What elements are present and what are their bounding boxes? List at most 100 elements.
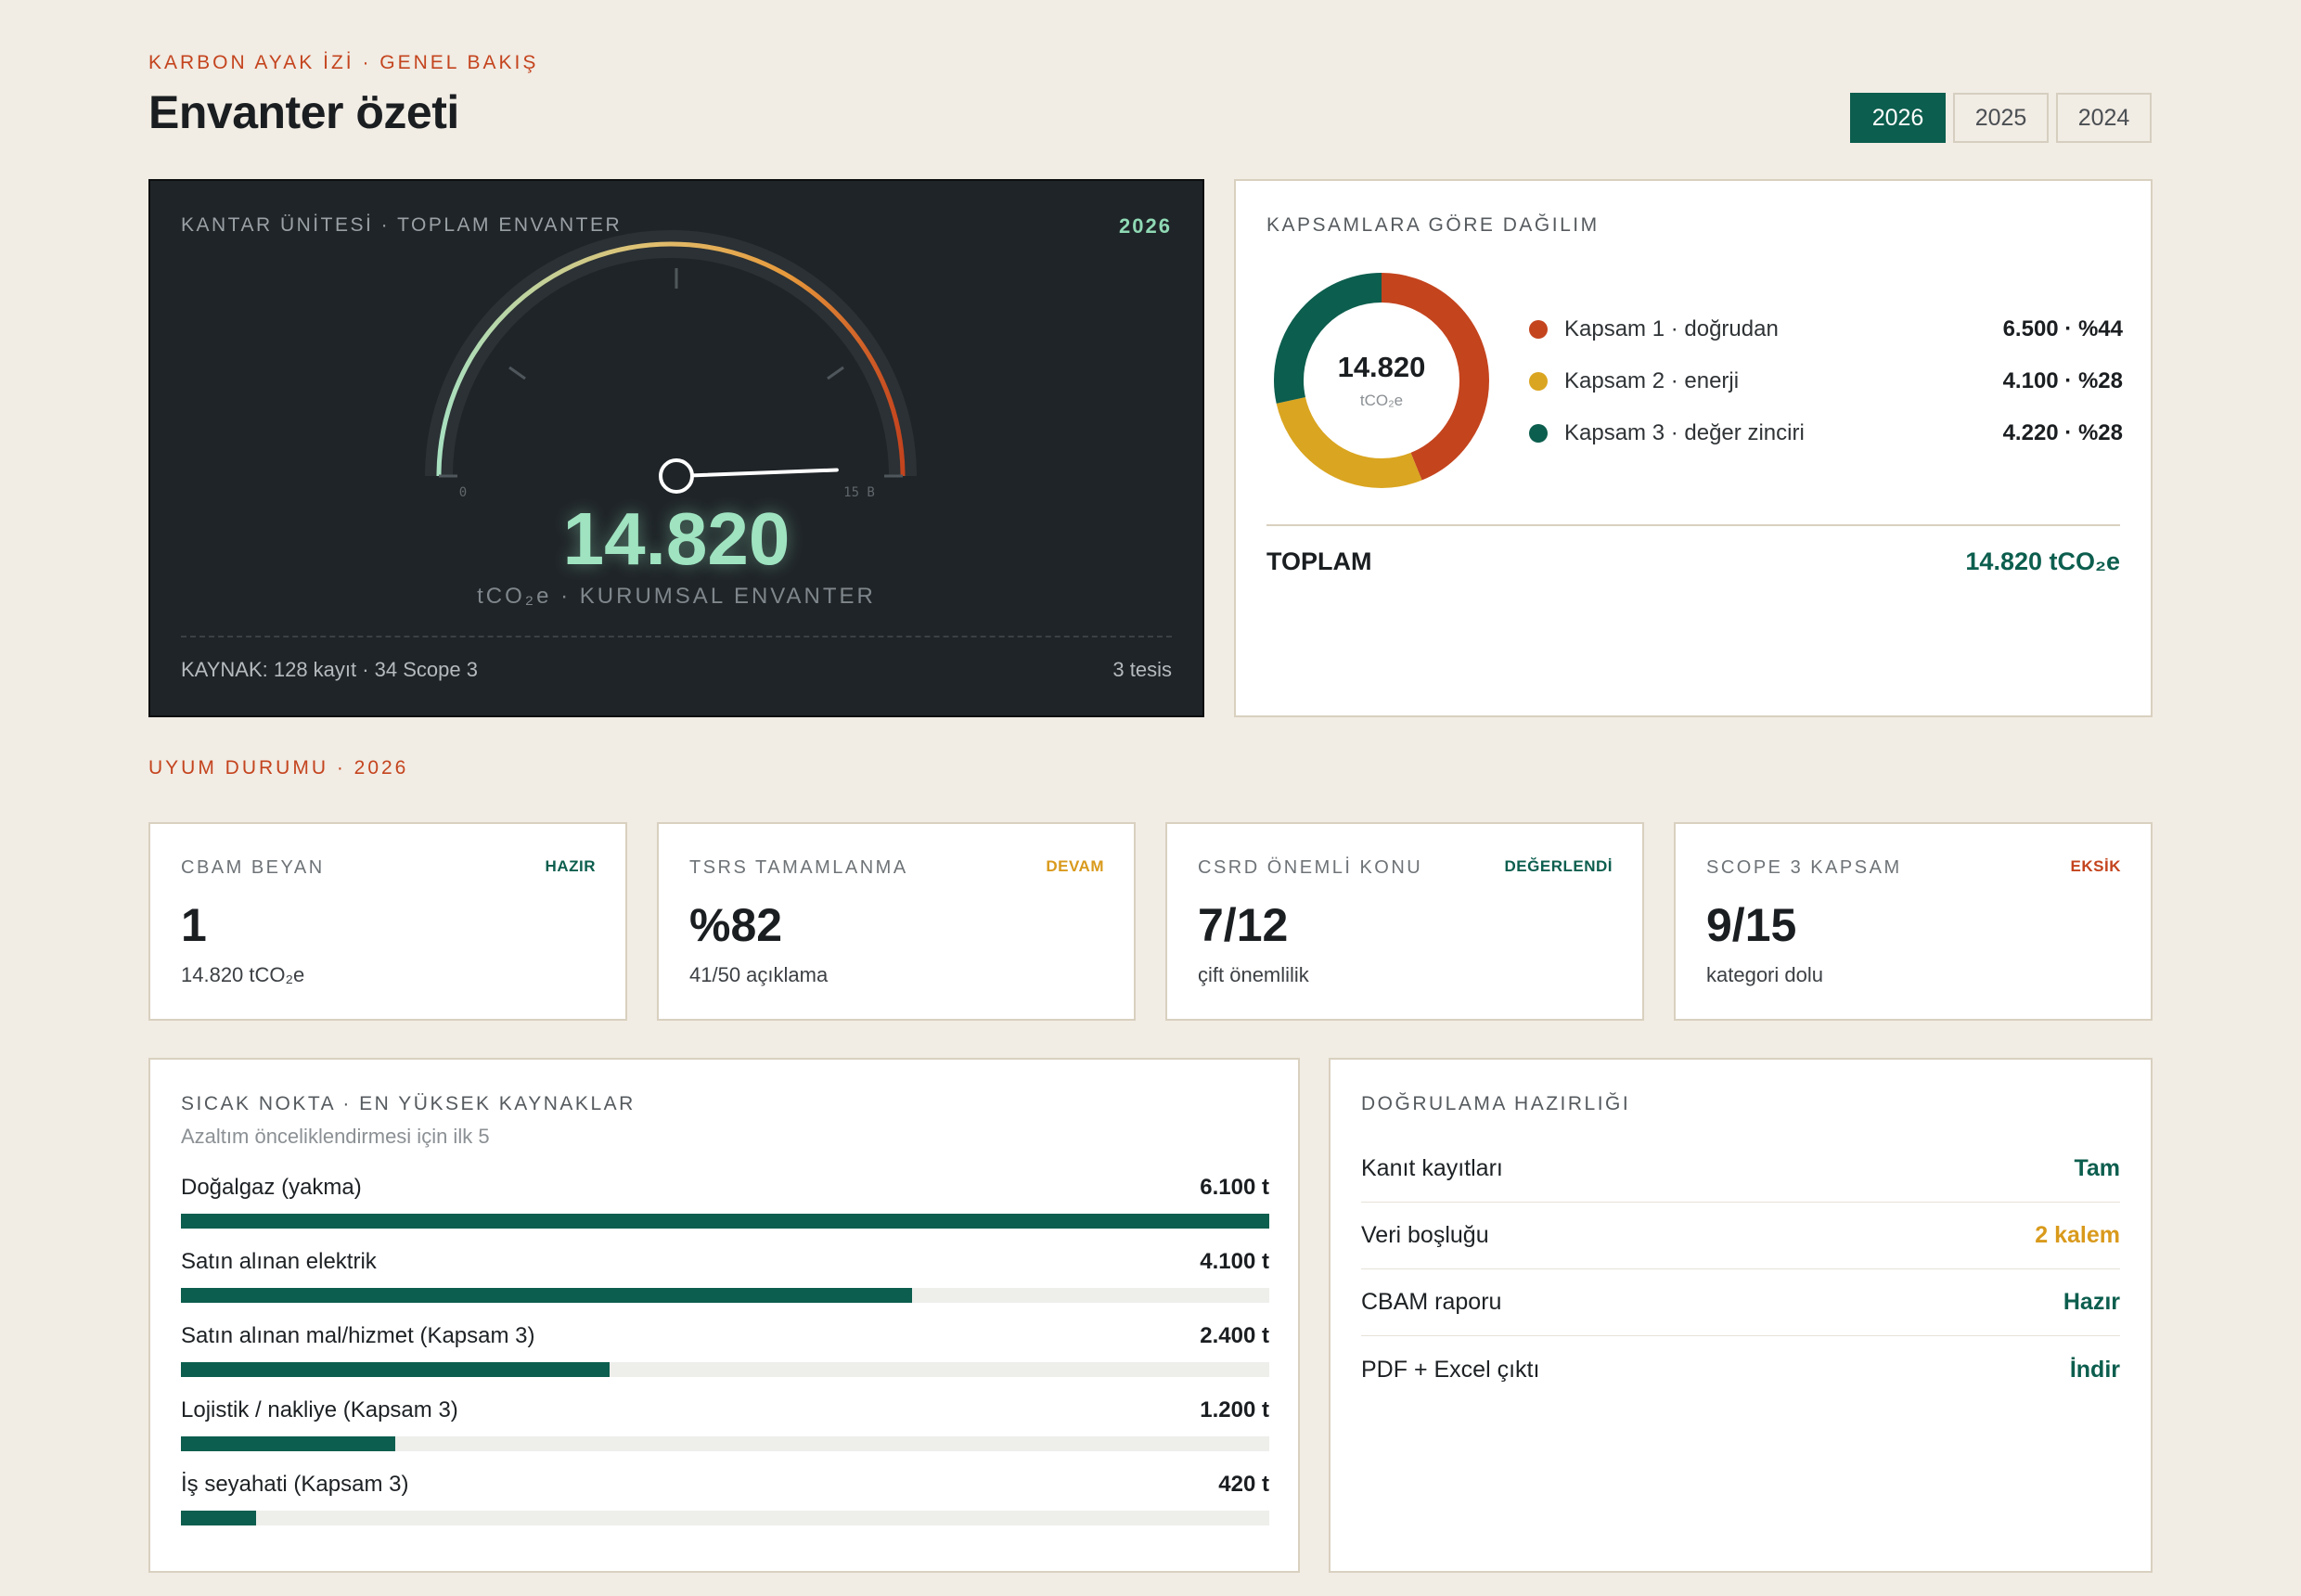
gauge-panel: KANTAR ÜNİTESİ · TOPLAM ENVANTER 2026 0 …: [148, 179, 1204, 717]
gauge-sites: 3 tesis: [1112, 658, 1172, 681]
hotspot-row: Doğalgaz (yakma) 6.100 t: [181, 1175, 1269, 1240]
scope-donut-chart: [1274, 273, 1489, 488]
scope-2-color-dot: [1529, 372, 1548, 391]
donut-center-value: 14.820: [1337, 351, 1426, 383]
hotspot-label: Doğalgaz (yakma): [181, 1175, 362, 1200]
hotspot-row: Satın alınan elektrik 4.100 t: [181, 1249, 1269, 1314]
compliance-card-cbam[interactable]: CBAM BEYAN HAZIR 1 14.820 tCO₂e: [148, 822, 627, 1021]
hotspot-row: İş seyahati (Kapsam 3) 420 t: [181, 1472, 1269, 1537]
scope-distribution-card: KAPSAMLARA GÖRE DAĞILIM 14.820 tCO₂e Kap…: [1234, 179, 2153, 717]
hotspot-value: 1.200 t: [1200, 1397, 1269, 1422]
hotspot-card: SICAK NOKTA · EN YÜKSEK KAYNAKLAR Azaltı…: [148, 1058, 1300, 1573]
tab-year-2024[interactable]: 2024: [2056, 93, 2152, 143]
hotspot-row: Lojistik / nakliye (Kapsam 3) 1.200 t: [181, 1397, 1269, 1462]
gauge-tick-left: [508, 366, 526, 380]
gauge-arc: [436, 241, 906, 477]
download-link[interactable]: İndir: [2069, 1356, 2120, 1383]
gauge-panel-label: KANTAR ÜNİTESİ · TOPLAM ENVANTER: [181, 214, 623, 236]
donut-center-unit: tCO₂e: [1359, 392, 1404, 409]
compliance-card-value: 7/12: [1198, 899, 1289, 951]
compliance-card-value: 9/15: [1706, 899, 1797, 951]
page-eyebrow: KARBON AYAK İZİ · GENEL BAKIŞ: [148, 52, 539, 73]
compliance-card-label: SCOPE 3 KAPSAM: [1706, 857, 1902, 878]
verification-label: Kanıt kayıtları: [1361, 1155, 1503, 1181]
compliance-card-scope3[interactable]: SCOPE 3 KAPSAM EKSİK 9/15 kategori dolu: [1674, 822, 2153, 1021]
status-badge: DEĞERLENDİ: [1504, 857, 1613, 875]
scope-divider: [1266, 524, 2120, 526]
verification-status: Hazır: [2063, 1289, 2120, 1315]
scope-1-color-dot: [1529, 320, 1548, 339]
scope-total-label: TOPLAM: [1266, 547, 1372, 575]
hotspot-bar-track: [181, 1511, 1269, 1525]
status-badge: DEVAM: [1046, 857, 1104, 875]
verification-label: Veri boşluğu: [1361, 1222, 1489, 1248]
gauge-divider: [181, 636, 1172, 637]
compliance-card-value: %82: [689, 899, 783, 951]
verification-row-data-gap: Veri boşluğu 2 kalem: [1361, 1203, 2120, 1269]
scope-total-value: 14.820 tCO₂e: [1965, 547, 2120, 575]
verification-row-evidence: Kanıt kayıtları Tam: [1361, 1136, 2120, 1203]
status-badge: HAZIR: [545, 857, 596, 875]
legend-label: Kapsam 3 · değer zinciri: [1564, 420, 1805, 445]
tab-year-2025[interactable]: 2025: [1953, 93, 2049, 143]
gauge-source: KAYNAK: 128 kayıt · 34 Scope 3: [181, 658, 478, 681]
hotspot-bar-track: [181, 1214, 1269, 1229]
gauge-total-value: 14.820: [562, 497, 791, 580]
compliance-card-csrd[interactable]: CSRD ÖNEMLİ KONU DEĞERLENDİ 7/12 çift ön…: [1165, 822, 1644, 1021]
legend-label: Kapsam 2 · enerji: [1564, 368, 1740, 393]
hotspot-card-label: SICAK NOKTA · EN YÜKSEK KAYNAKLAR: [181, 1093, 636, 1114]
hotspot-value: 4.100 t: [1200, 1249, 1269, 1274]
hotspot-bar-track: [181, 1288, 1269, 1303]
verification-card-label: DOĞRULAMA HAZIRLIĞI: [1361, 1093, 1631, 1114]
gauge-pivot: [659, 458, 694, 494]
verification-status: 2 kalem: [2035, 1222, 2120, 1248]
donut-slice-scope-3: [1274, 273, 1489, 488]
gauge-track: [425, 230, 917, 477]
scope-3-color-dot: [1529, 424, 1548, 443]
compliance-card-sub: çift önemlilik: [1198, 963, 1309, 986]
hotspot-bar: [181, 1511, 256, 1525]
compliance-card-sub: 14.820 tCO₂e: [181, 963, 305, 986]
legend-item-scope-3: Kapsam 3 · değer zinciri 4.220 · %28: [1529, 415, 2123, 452]
hotspot-bar-track: [181, 1436, 1269, 1451]
legend-label: Kapsam 1 · doğrudan: [1564, 316, 1779, 341]
gauge-min-label: 0: [459, 485, 467, 500]
tab-year-2026[interactable]: 2026: [1850, 93, 1946, 143]
hotspot-value: 2.400 t: [1200, 1323, 1269, 1348]
compliance-card-sub: kategori dolu: [1706, 963, 1823, 986]
hotspot-value: 6.100 t: [1200, 1175, 1269, 1200]
gauge-max-label: 15 B: [843, 485, 875, 500]
compliance-card-label: TSRS TAMAMLANMA: [689, 857, 908, 878]
hotspot-value: 420 t: [1218, 1472, 1269, 1497]
gauge-year: 2026: [1119, 214, 1172, 238]
legend-value: 6.500 · %44: [2002, 316, 2123, 341]
hotspot-bar: [181, 1436, 395, 1451]
compliance-card-sub: 41/50 açıklama: [689, 963, 829, 986]
compliance-card-label: CBAM BEYAN: [181, 857, 325, 878]
compliance-card-label: CSRD ÖNEMLİ KONU: [1198, 857, 1423, 878]
page-title: Envanter özeti: [148, 86, 459, 138]
verification-row-cbam-report: CBAM raporu Hazır: [1361, 1269, 2120, 1336]
verification-label: PDF + Excel çıktı: [1361, 1356, 1540, 1383]
hotspot-row: Satın alınan mal/hizmet (Kapsam 3) 2.400…: [181, 1323, 1269, 1388]
donut-slice-scope-2: [1274, 273, 1489, 488]
hotspot-label: Satın alınan elektrik: [181, 1249, 377, 1274]
verification-label: CBAM raporu: [1361, 1289, 1502, 1315]
hotspot-card-subtitle: Azaltım önceliklendirmesi için ilk 5: [181, 1125, 490, 1148]
status-badge: EKSİK: [2070, 857, 2121, 875]
gauge-dial: 0 15 B: [425, 230, 917, 500]
compliance-card-value: 1: [181, 899, 207, 951]
verification-card: DOĞRULAMA HAZIRLIĞI Kanıt kayıtları Tam …: [1329, 1058, 2153, 1573]
compliance-section-label: UYUM DURUMU · 2026: [148, 757, 409, 779]
gauge-tick-right: [827, 366, 844, 380]
hotspot-bar: [181, 1288, 913, 1303]
hotspot-label: İş seyahati (Kapsam 3): [181, 1472, 409, 1497]
compliance-card-tsrs[interactable]: TSRS TAMAMLANMA DEVAM %82 41/50 açıklama: [657, 822, 1136, 1021]
hotspot-bar: [181, 1214, 1269, 1229]
hotspot-label: Lojistik / nakliye (Kapsam 3): [181, 1397, 458, 1422]
verification-status: Tam: [2074, 1155, 2120, 1181]
hotspot-bar: [181, 1362, 610, 1377]
gauge-unit: tCO₂e · KURUMSAL ENVANTER: [477, 584, 876, 609]
year-tabs: 2026 2025 2024: [1850, 93, 2152, 143]
legend-value: 4.100 · %28: [2002, 368, 2123, 393]
